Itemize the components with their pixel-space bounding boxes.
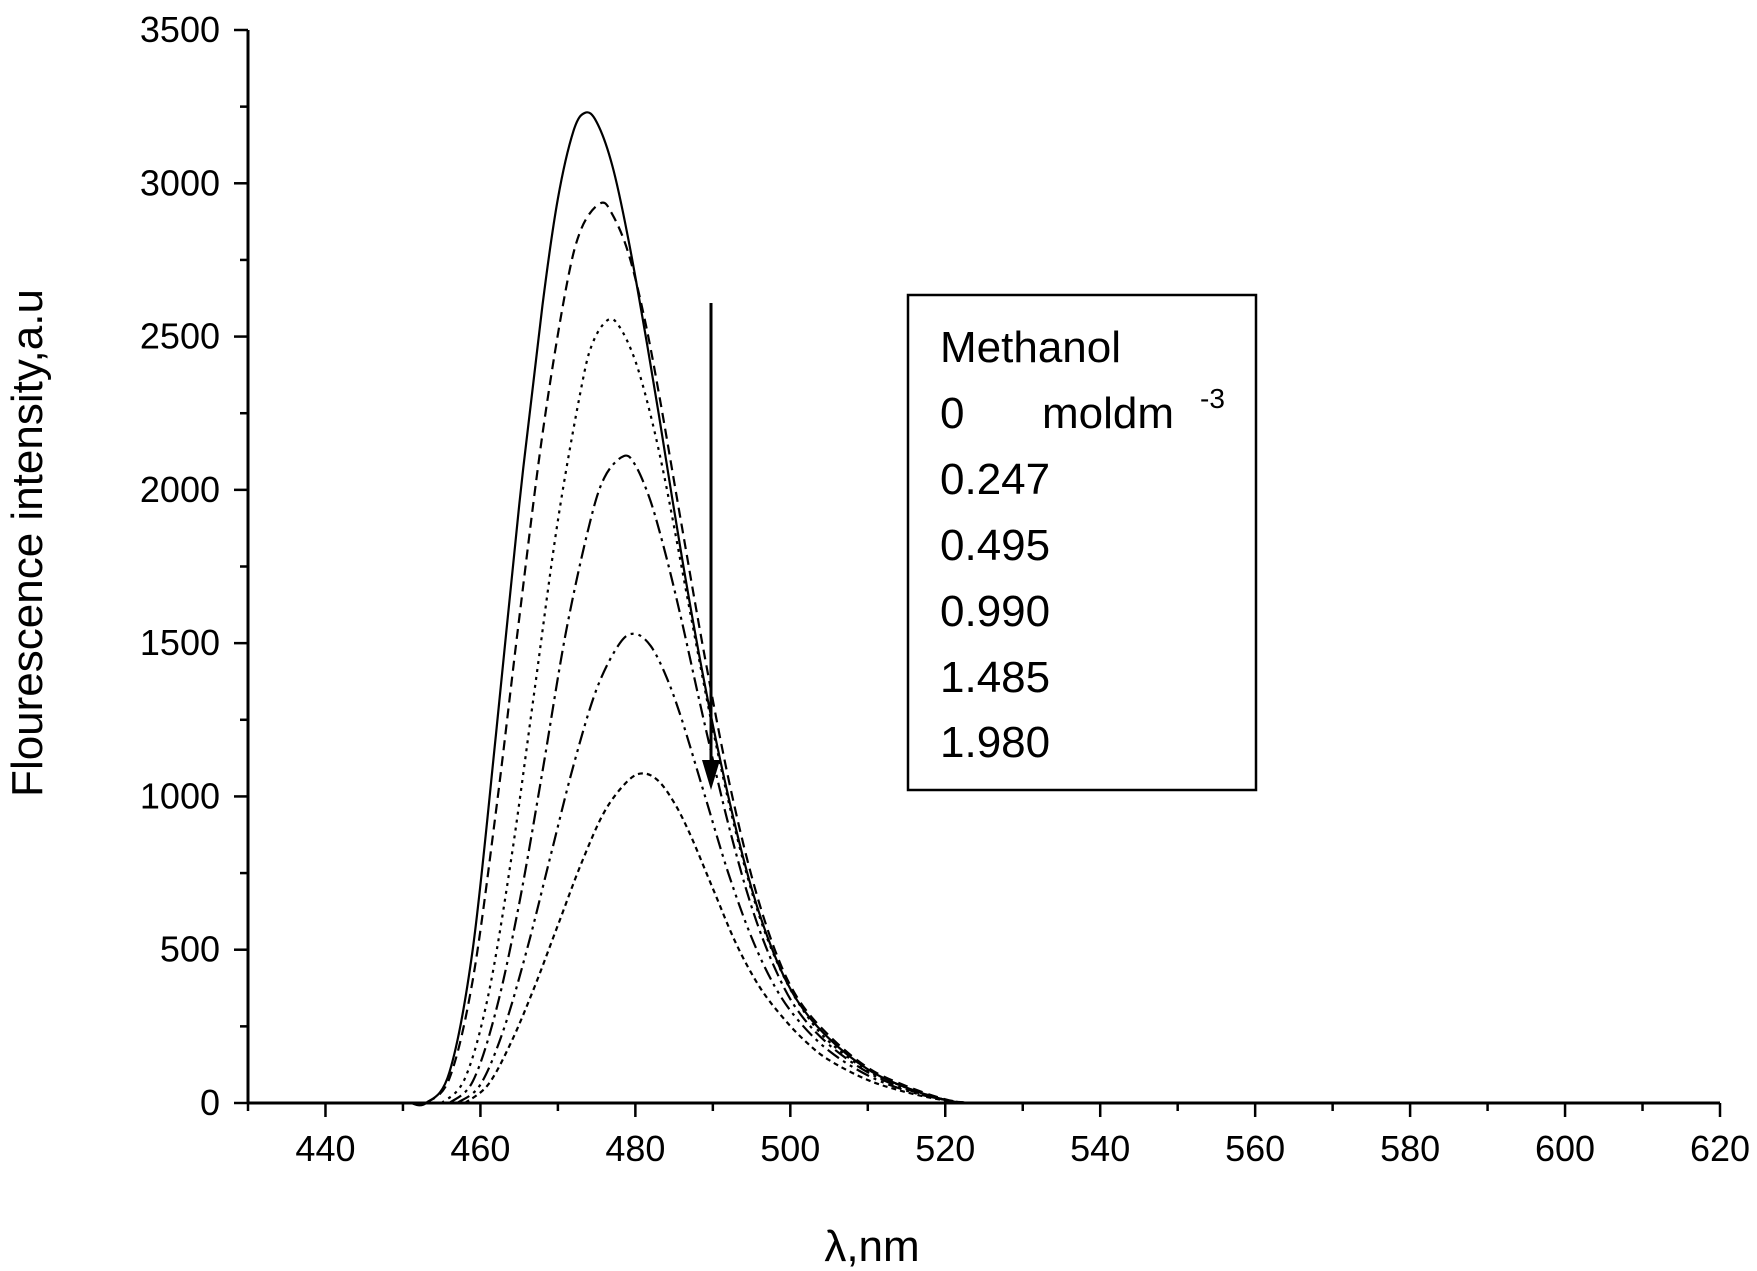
y-tick-label: 1000 xyxy=(140,775,220,816)
legend-unit-exponent: -3 xyxy=(1200,383,1225,414)
decrease-arrow-icon xyxy=(702,303,720,790)
x-tick-label: 440 xyxy=(295,1128,355,1169)
y-tick-label: 3500 xyxy=(140,9,220,50)
x-tick-label: 600 xyxy=(1535,1128,1595,1169)
x-tick-label: 480 xyxy=(605,1128,665,1169)
series-layer xyxy=(410,111,1566,1107)
y-tick-label: 500 xyxy=(160,929,220,970)
ticks-layer: 440 460 480 500 520 540 560 580 600 620 0 500 1000 15… xyxy=(140,9,1750,1169)
x-tick-label: 560 xyxy=(1225,1128,1285,1169)
y-tick-label: 1500 xyxy=(140,622,220,663)
legend-entry-5: 1.980 xyxy=(940,718,1050,767)
x-tick-label: 540 xyxy=(1070,1128,1130,1169)
y-tick-label: 2000 xyxy=(140,469,220,510)
x-tick-label: 520 xyxy=(915,1128,975,1169)
series-line-3 xyxy=(448,454,969,1105)
legend-entry-3: 0.990 xyxy=(940,587,1050,636)
series-line-5 xyxy=(464,772,969,1105)
x-axis-title: λ,nm xyxy=(824,1222,919,1271)
legend-entry-0: 0 xyxy=(940,389,964,438)
y-axis-title: Flourescence intensity,a.u xyxy=(3,289,52,797)
x-tick-label: 580 xyxy=(1380,1128,1440,1169)
series-line-2 xyxy=(440,317,969,1105)
x-tick-label: 500 xyxy=(760,1128,820,1169)
x-tick-label: 620 xyxy=(1690,1128,1750,1169)
x-tick-label: 460 xyxy=(450,1128,510,1169)
legend-box xyxy=(906,293,1258,792)
series-line-1 xyxy=(425,201,969,1105)
legend: Methanol 0 moldm -3 0.247 0.495 0.990 1.… xyxy=(906,293,1258,792)
legend-entry-4: 1.485 xyxy=(940,653,1050,702)
legend-unit: moldm xyxy=(1042,389,1174,438)
y-tick-label: 3000 xyxy=(140,162,220,203)
y-tick-label: 2500 xyxy=(140,316,220,357)
legend-title: Methanol xyxy=(940,323,1121,372)
legend-entry-1: 0.247 xyxy=(940,455,1050,504)
y-tick-label: 0 xyxy=(200,1082,220,1123)
legend-entry-2: 0.495 xyxy=(940,521,1050,570)
